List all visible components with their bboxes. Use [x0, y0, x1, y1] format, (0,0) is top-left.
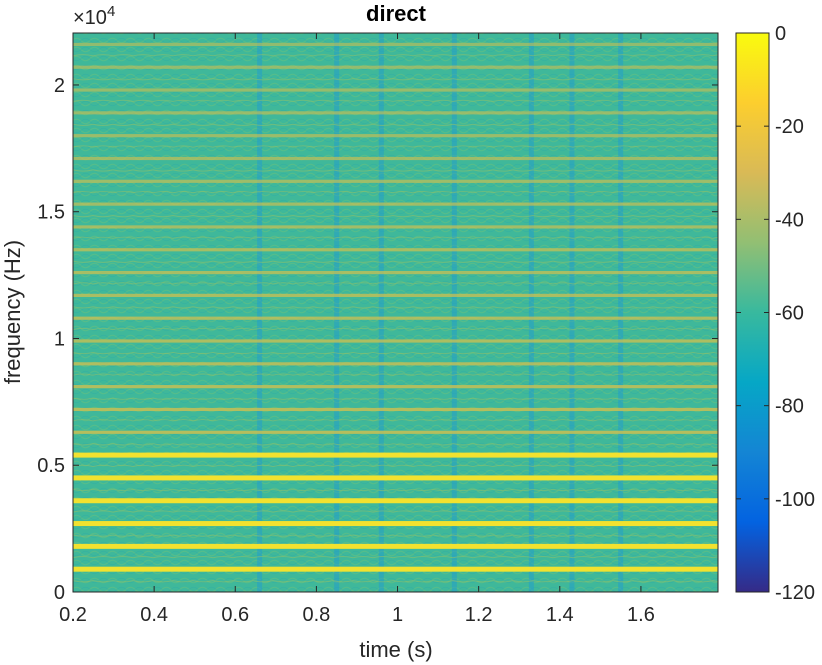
interharmonic-ripple — [73, 145, 718, 148]
interharmonic-ripple — [73, 123, 718, 127]
spectral-notch-column — [257, 33, 263, 592]
interharmonic-ripple — [73, 78, 718, 81]
harmonic-line — [73, 385, 718, 389]
interharmonic-ripple — [73, 351, 718, 355]
spectral-notch-column — [378, 33, 384, 592]
x-tick-label: 0.4 — [140, 604, 168, 626]
spectrogram-plot-area — [72, 32, 719, 593]
interharmonic-ripple — [73, 306, 718, 309]
x-tick-label: 1 — [392, 604, 403, 626]
x-tick-label: 0.6 — [221, 604, 249, 626]
interharmonic-ripple — [73, 236, 718, 239]
y-axis-label: frequency (Hz) — [0, 240, 25, 384]
harmonic-line — [73, 225, 718, 229]
interharmonic-ripple — [73, 327, 718, 331]
colorbar-tick-label: -20 — [775, 116, 804, 138]
interharmonic-ripple — [73, 510, 718, 513]
harmonic-line — [73, 316, 718, 320]
harmonic-line — [73, 339, 718, 343]
harmonic-line — [73, 248, 718, 252]
x-axis-label: time (s) — [359, 637, 432, 662]
interharmonic-ripple — [73, 260, 718, 263]
colorbar-tick-label: -100 — [775, 489, 815, 511]
y-tick-label: 2 — [54, 75, 65, 97]
harmonic-line — [73, 179, 718, 183]
interharmonic-ripple — [73, 190, 718, 194]
spectral-notch-column — [334, 33, 340, 592]
interharmonic-ripple — [73, 443, 718, 446]
y-tick-label: 1 — [54, 328, 65, 350]
harmonic-line — [73, 543, 718, 549]
x-tick-label: 0.8 — [302, 604, 330, 626]
harmonic-line — [73, 498, 718, 504]
x-tick-label: 1.4 — [546, 604, 574, 626]
x-tick-label: 1.2 — [465, 604, 493, 626]
spectral-notch-column — [569, 33, 575, 592]
interharmonic-ripple — [73, 397, 718, 400]
interharmonic-ripple — [73, 282, 718, 285]
harmonic-line — [73, 452, 718, 458]
colorbar-tick-label: -80 — [775, 396, 804, 418]
colorbar-tick-label: -60 — [775, 303, 804, 325]
x-tick-label: 0.2 — [59, 604, 87, 626]
interharmonic-ripple — [73, 534, 718, 537]
interharmonic-ripple — [73, 464, 718, 468]
colorbar-tick-label: -40 — [775, 209, 804, 231]
y-axis-exponent: ×104 — [73, 3, 115, 29]
harmonic-line — [73, 156, 718, 161]
harmonic-line — [73, 88, 718, 92]
y-tick-label: 0.5 — [37, 455, 65, 477]
x-tick-label: 1.6 — [627, 604, 655, 626]
interharmonic-ripple — [73, 580, 718, 583]
harmonic-line — [73, 521, 718, 527]
spectral-notch-column — [451, 33, 457, 592]
harmonic-line — [73, 111, 718, 115]
colorbar-tick-label: -120 — [775, 582, 815, 604]
interharmonic-ripple — [73, 373, 718, 376]
harmonic-line — [73, 407, 718, 412]
harmonic-line — [73, 134, 718, 138]
harmonic-line — [73, 293, 718, 297]
harmonic-line — [73, 202, 718, 206]
colorbar-tick-label: 0 — [775, 23, 786, 45]
interharmonic-ripple — [73, 419, 718, 422]
colorbar: 0 -20 -40 -60 -80 -100 -120 — [735, 23, 815, 604]
harmonic-line — [73, 475, 718, 481]
interharmonic-ripple — [73, 169, 718, 172]
harmonic-line — [73, 65, 718, 69]
interharmonic-ripple — [73, 54, 718, 57]
harmonic-line — [73, 430, 718, 434]
interharmonic-ripple — [73, 215, 718, 218]
harmonic-line — [73, 42, 718, 47]
interharmonic-ripple — [73, 556, 718, 559]
harmonic-line — [73, 270, 718, 275]
spectral-notch-column — [618, 33, 624, 592]
y-tick-label: 1.5 — [37, 202, 65, 224]
interharmonic-ripple — [73, 488, 718, 492]
y-tick-label: 0 — [54, 582, 65, 604]
harmonic-line — [73, 362, 718, 366]
harmonic-line — [73, 566, 718, 572]
interharmonic-ripple — [73, 99, 718, 102]
spectral-notch-column — [528, 33, 534, 592]
chart-title: direct — [366, 1, 427, 26]
